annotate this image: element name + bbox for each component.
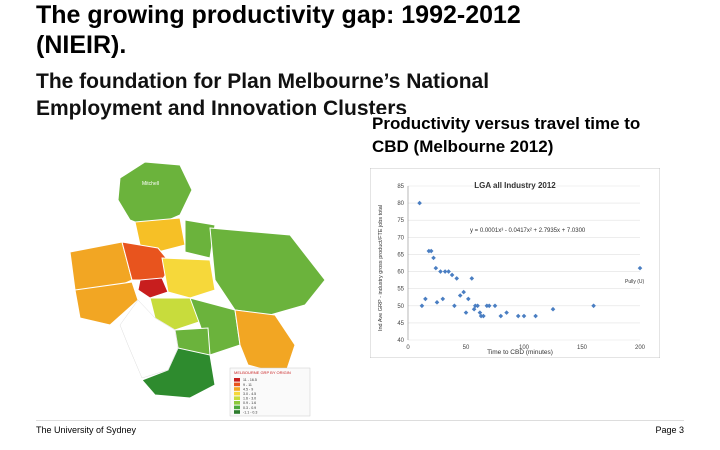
map-region-nillumbik: [184, 219, 216, 259]
map-region-mitchell: [117, 161, 193, 229]
scatter-point: [440, 296, 446, 302]
x-tick-label: 100: [519, 345, 530, 351]
legend-swatch: [234, 396, 240, 400]
legend-swatch: [234, 410, 240, 414]
map-region-inner-east: [161, 257, 216, 299]
map-legend: MELBOURNE GRP BY ORIGIN 11 - 16.59 - 114…: [229, 367, 311, 417]
legend-label: 0.9 - 1.6: [243, 401, 256, 405]
map-port-phillip-bay: [119, 299, 179, 379]
legend-label: 0.3 - 0.9: [243, 406, 256, 410]
slide-title: The growing productivity gap: 1992-2012 …: [36, 0, 636, 60]
footer-page-number: Page 3: [655, 425, 684, 435]
legend-label: 3.0 - 4.5: [243, 392, 256, 396]
chart-title: LGA all Industry 2012: [474, 181, 556, 190]
chart-equation: y = 0.0001x³ - 0.0417x² + 2.7935x + 7.03…: [470, 228, 586, 234]
legend-swatch: [234, 401, 240, 405]
scatter-point: [591, 303, 596, 309]
slide-title-line-1: The growing productivity gap: 1992-2012: [36, 1, 521, 29]
slide-subtitle-line-1: The foundation for Plan Melbourne’s Nati…: [36, 70, 490, 93]
x-tick-label: 200: [635, 345, 646, 351]
scatter-point: [452, 303, 457, 309]
y-tick-label: 55: [397, 287, 404, 293]
x-tick-label: 0: [406, 345, 410, 351]
legend-swatch: [234, 405, 240, 410]
y-tick-label: 65: [397, 252, 404, 258]
map-region-cardinia: [234, 309, 296, 376]
y-tick-label: 85: [397, 184, 404, 190]
slide-subtitle: The foundation for Plan Melbourne’s Nati…: [36, 68, 636, 122]
map-region-wyndham: [74, 281, 139, 326]
y-tick-label: 70: [397, 235, 404, 241]
scatter-point: [484, 303, 490, 309]
legend-swatch: [234, 382, 240, 387]
footer-divider: [36, 420, 684, 421]
map-region-south-east: [149, 297, 206, 331]
map-region-mornington: [141, 347, 216, 399]
legend-label: 11 - 16.5: [243, 378, 257, 382]
map-region-casey: [189, 297, 241, 356]
scatter-point: [498, 313, 504, 319]
y-axis-label: Ind Ave GRP - industry gross product/FTE…: [378, 205, 384, 331]
scatter-point: [477, 310, 483, 315]
x-axis-label: Time to CBD (minutes): [487, 349, 553, 356]
chart-annotation: Pully (U): [625, 279, 645, 285]
legend-label: -1.1 - 0.3: [243, 410, 257, 414]
y-tick-label: 75: [397, 218, 404, 224]
scatter-point: [475, 303, 480, 309]
slide-title-line-2: (NIEIR).: [36, 31, 127, 59]
scatter-point: [434, 300, 440, 305]
y-tick-label: 80: [397, 201, 404, 207]
scatter-point: [515, 313, 521, 319]
map-region-cbd: [137, 277, 169, 299]
y-tick-label: 60: [397, 270, 404, 276]
legend-label: 1.6 - 3.0: [243, 397, 256, 401]
legend-swatch: [234, 391, 240, 396]
slide-subtitle-line-2: Employment and Innovation Clusters: [36, 97, 408, 120]
legend-swatch: [234, 387, 240, 391]
scatter-point: [492, 303, 498, 309]
map-region-whittlesea: [134, 217, 186, 253]
scatter-point: [471, 306, 477, 312]
y-tick-label: 45: [397, 321, 404, 327]
melbourne-productivity-map: Mitchell MELBOURNE GRP BY ORIGIN 11 - 16…: [69, 161, 326, 417]
svg-text:Mitchell: Mitchell: [142, 181, 159, 187]
x-tick-label: 150: [577, 345, 588, 351]
scatter-point: [463, 310, 469, 315]
scatter-point: [478, 313, 484, 319]
y-tick-label: 40: [397, 338, 404, 344]
scatter-chart: 40 45 50 55 60 65 70 75 80 85 0 50 100 150 200 LGA all…: [370, 168, 660, 358]
scatter-point: [426, 248, 432, 254]
chart-caption-line-2: CBD (Melbourne 2012): [372, 137, 554, 156]
footer-university: The University of Sydney: [36, 425, 137, 435]
svg-text:MELBOURNE GRP BY ORIGIN: MELBOURNE GRP BY ORIGIN: [234, 370, 291, 375]
map-region-yarra-ranges: [209, 227, 326, 316]
scatter-point: [433, 265, 439, 271]
legend-swatch: [234, 378, 240, 382]
scatter-point: [504, 310, 509, 315]
y-tick-label: 50: [397, 304, 404, 310]
scatter-point: [533, 313, 538, 319]
legend-label: 4.5 - 9: [243, 387, 253, 391]
chart-caption: Productivity versus travel time to CBD (…: [372, 112, 702, 158]
legend-label: 9 - 11: [243, 383, 252, 387]
chart-caption-line-1: Productivity versus travel time to: [372, 114, 641, 133]
map-region-melton: [69, 241, 133, 291]
x-tick-label: 50: [463, 345, 470, 351]
